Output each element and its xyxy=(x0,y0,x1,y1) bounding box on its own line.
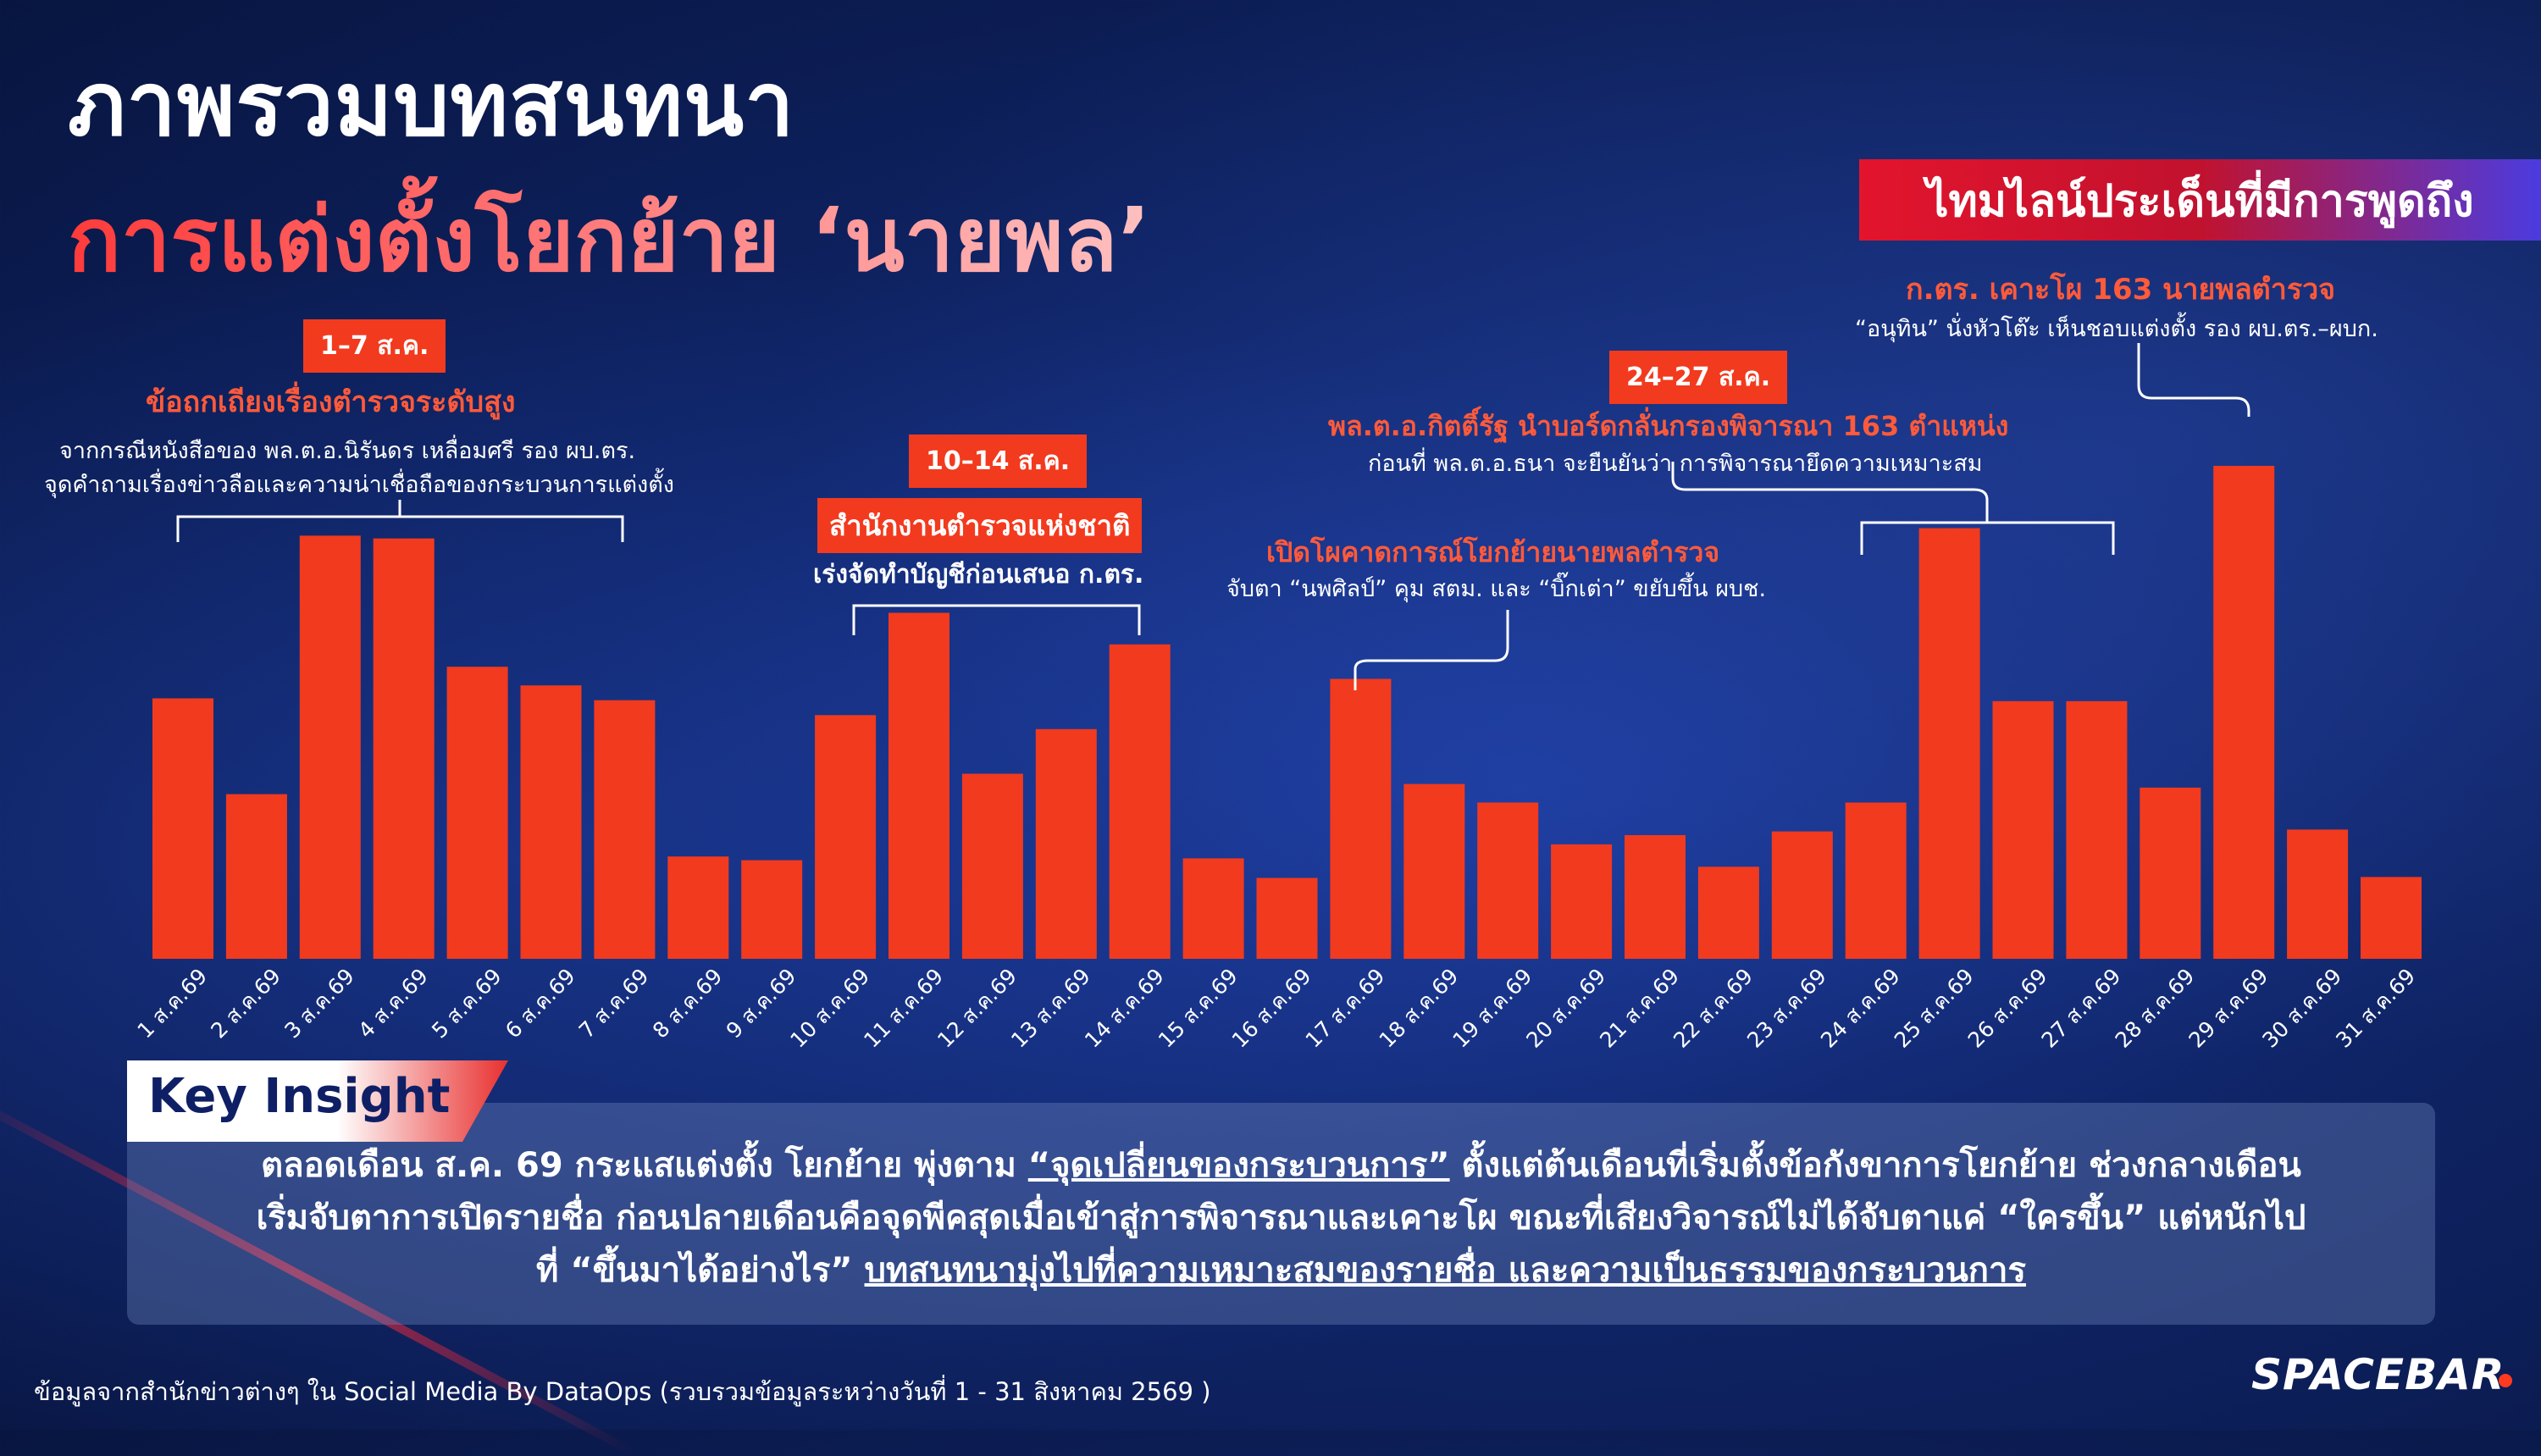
x-tick-label-2: 2 ส.ค.69 xyxy=(206,964,285,1044)
x-tick-label-29: 29 ส.ค.69 xyxy=(2184,964,2273,1053)
date-tag-24-27: 24–27 ส.ค. xyxy=(1609,351,1788,404)
bracket-10-14 xyxy=(852,604,1141,635)
annotation-title-3: เปิดโผคาดการณ์โยกย้ายนายพลตำรวจ xyxy=(1266,536,1720,568)
x-tick-label-4: 4 ส.ค.69 xyxy=(353,964,433,1044)
bar-10 xyxy=(815,715,877,959)
bar-26 xyxy=(1992,700,2054,959)
bar-31 xyxy=(2361,877,2422,959)
bar-11 xyxy=(889,612,949,959)
bar-18 xyxy=(1403,783,1465,959)
bar-12 xyxy=(961,773,1023,959)
bar-15 xyxy=(1182,858,1244,959)
source-footnote: ข้อมูลจากสำนักข่าวต่างๆ ใน Social Media … xyxy=(34,1377,1211,1406)
key-insight-box xyxy=(127,1103,2435,1325)
date-tag-10-14: 10–14 ส.ค. xyxy=(909,435,1088,488)
x-tick-label-11: 11 ส.ค.69 xyxy=(859,964,948,1053)
bar-5 xyxy=(446,667,508,959)
bar-14 xyxy=(1109,644,1171,959)
annotation-desc-1a: จากกรณีหนังสือของ พล.ต.อ.นิรันดร เหลื่อม… xyxy=(59,438,636,464)
bar-3 xyxy=(299,535,361,959)
bar-22 xyxy=(1697,866,1759,959)
bar-8 xyxy=(667,856,729,959)
x-tick-label-8: 8 ส.ค.69 xyxy=(648,964,728,1044)
annotation-connectors xyxy=(176,343,2250,690)
x-tick-label-25: 25 ส.ค.69 xyxy=(1890,964,1979,1053)
annotation-desc-2: เร่งจัดทำบัญชีก่อนเสนอ ก.ตร. xyxy=(813,560,1144,590)
annotation-desc-5: “อนุทิน” นั่งหัวโต๊ะ เห็นชอบแต่งตั้ง รอง… xyxy=(1855,316,2378,342)
x-tick-label-31: 31 ส.ค.69 xyxy=(2331,964,2420,1053)
x-tick-label-24: 24 ส.ค.69 xyxy=(1816,964,1905,1053)
x-tick-label-28: 28 ส.ค.69 xyxy=(2111,964,2200,1053)
bar-23 xyxy=(1771,831,1833,959)
bracket-1-7 xyxy=(176,500,624,542)
key-insight-text: ตลอดเดือน ส.ค. 69 กระแสแต่งตั้ง โยกย้าย … xyxy=(256,1146,2306,1290)
bar-13 xyxy=(1035,728,1097,959)
x-tick-label-23: 23 ส.ค.69 xyxy=(1742,964,1831,1053)
x-tick-label-3: 3 ส.ค.69 xyxy=(280,964,359,1044)
x-tick-label-1: 1 ส.ค.69 xyxy=(133,964,213,1044)
bar-27 xyxy=(2066,700,2128,959)
bar-2 xyxy=(225,794,287,959)
bracket-24-27 xyxy=(1671,462,2115,555)
x-tick-label-6: 6 ส.ค.69 xyxy=(501,964,580,1044)
annotation-desc-4: ก่อนที่ พล.ต.อ.ธนา จะยืนยันว่า การพิจารณ… xyxy=(1368,451,1983,477)
bar-4 xyxy=(373,538,435,959)
bar-28 xyxy=(2140,787,2201,959)
bar-6 xyxy=(520,685,582,959)
x-tick-label-16: 16 ส.ค.69 xyxy=(1227,964,1316,1053)
annotation-desc-3: จับตา “นพศิลป์” คุม สตม. และ “บิ๊กเต่า” … xyxy=(1226,576,1767,602)
bar-29 xyxy=(2213,466,2275,959)
page-subtitle: การแต่งตั้งโยกย้าย ‘นายพล’ xyxy=(68,169,1151,309)
page-title: ภาพรวมบทสนทนา xyxy=(68,53,795,156)
bar-20 xyxy=(1551,844,1613,959)
x-tick-label-22: 22 ส.ค.69 xyxy=(1669,964,1758,1053)
bar-17 xyxy=(1330,678,1392,959)
annotation-title-5: ก.ตร. เคาะโผ 163 นายพลตำรวจ xyxy=(1906,273,2336,307)
bar-19 xyxy=(1477,802,1539,959)
bar-16 xyxy=(1256,877,1318,959)
x-tick-label-7: 7 ส.ค.69 xyxy=(574,964,654,1044)
bar-7 xyxy=(594,700,656,959)
bar-21 xyxy=(1625,835,1686,959)
x-tick-label-12: 12 ส.ค.69 xyxy=(933,964,1021,1053)
annotation-title-4: พล.ต.อ.กิตติ์รัฐ นำบอร์ดกลั่นกรองพิจารณา… xyxy=(1328,410,2009,442)
bar-9 xyxy=(741,860,803,959)
key-insight-label: Key Insight xyxy=(127,1060,508,1142)
bar-24 xyxy=(1845,802,1907,959)
date-tag-1-7: 1–7 ส.ค. xyxy=(303,319,446,373)
x-tick-label-27: 27 ส.ค.69 xyxy=(2037,964,2126,1053)
timeline-banner: ไทมไลน์ประเด็นที่มีการพูดถึง xyxy=(1859,159,2541,241)
bar-25 xyxy=(1918,528,1980,959)
bar-1 xyxy=(152,698,213,959)
x-tick-label-5: 5 ส.ค.69 xyxy=(427,964,507,1044)
annotation-title-2: สำนักงานตำรวจแห่งชาติ xyxy=(817,498,1143,553)
spacebar-logo: SPACEBAR xyxy=(2251,1350,2505,1399)
bars-group xyxy=(152,466,2422,959)
connector-29 xyxy=(2137,343,2250,417)
x-tick-label-17: 17 ส.ค.69 xyxy=(1301,964,1390,1053)
x-tick-label-21: 21 ส.ค.69 xyxy=(1595,964,1684,1053)
x-tick-label-18: 18 ส.ค.69 xyxy=(1375,964,1464,1053)
bar-30 xyxy=(2287,829,2349,959)
x-tick-labels: 1 ส.ค.692 ส.ค.693 ส.ค.694 ส.ค.695 ส.ค.69… xyxy=(133,964,2421,1053)
x-tick-label-15: 15 ส.ค.69 xyxy=(1154,964,1243,1053)
x-tick-label-19: 19 ส.ค.69 xyxy=(1448,964,1536,1053)
annotation-title-1: ข้อถกเถียงเรื่องตำรวจระดับสูง xyxy=(146,385,516,419)
x-tick-label-14: 14 ส.ค.69 xyxy=(1080,964,1169,1053)
connector-17 xyxy=(1354,610,1509,690)
logo-dot-icon xyxy=(2499,1374,2512,1387)
x-tick-label-26: 26 ส.ค.69 xyxy=(1963,964,2052,1053)
annotation-desc-1b: จุดคำถามเรื่องข่าวลือและความน่าเชื่อถือข… xyxy=(44,472,674,498)
x-tick-label-20: 20 ส.ค.69 xyxy=(1521,964,1610,1053)
x-tick-label-13: 13 ส.ค.69 xyxy=(1006,964,1095,1053)
x-tick-label-10: 10 ส.ค.69 xyxy=(785,964,874,1053)
x-tick-label-30: 30 ส.ค.69 xyxy=(2257,964,2346,1053)
